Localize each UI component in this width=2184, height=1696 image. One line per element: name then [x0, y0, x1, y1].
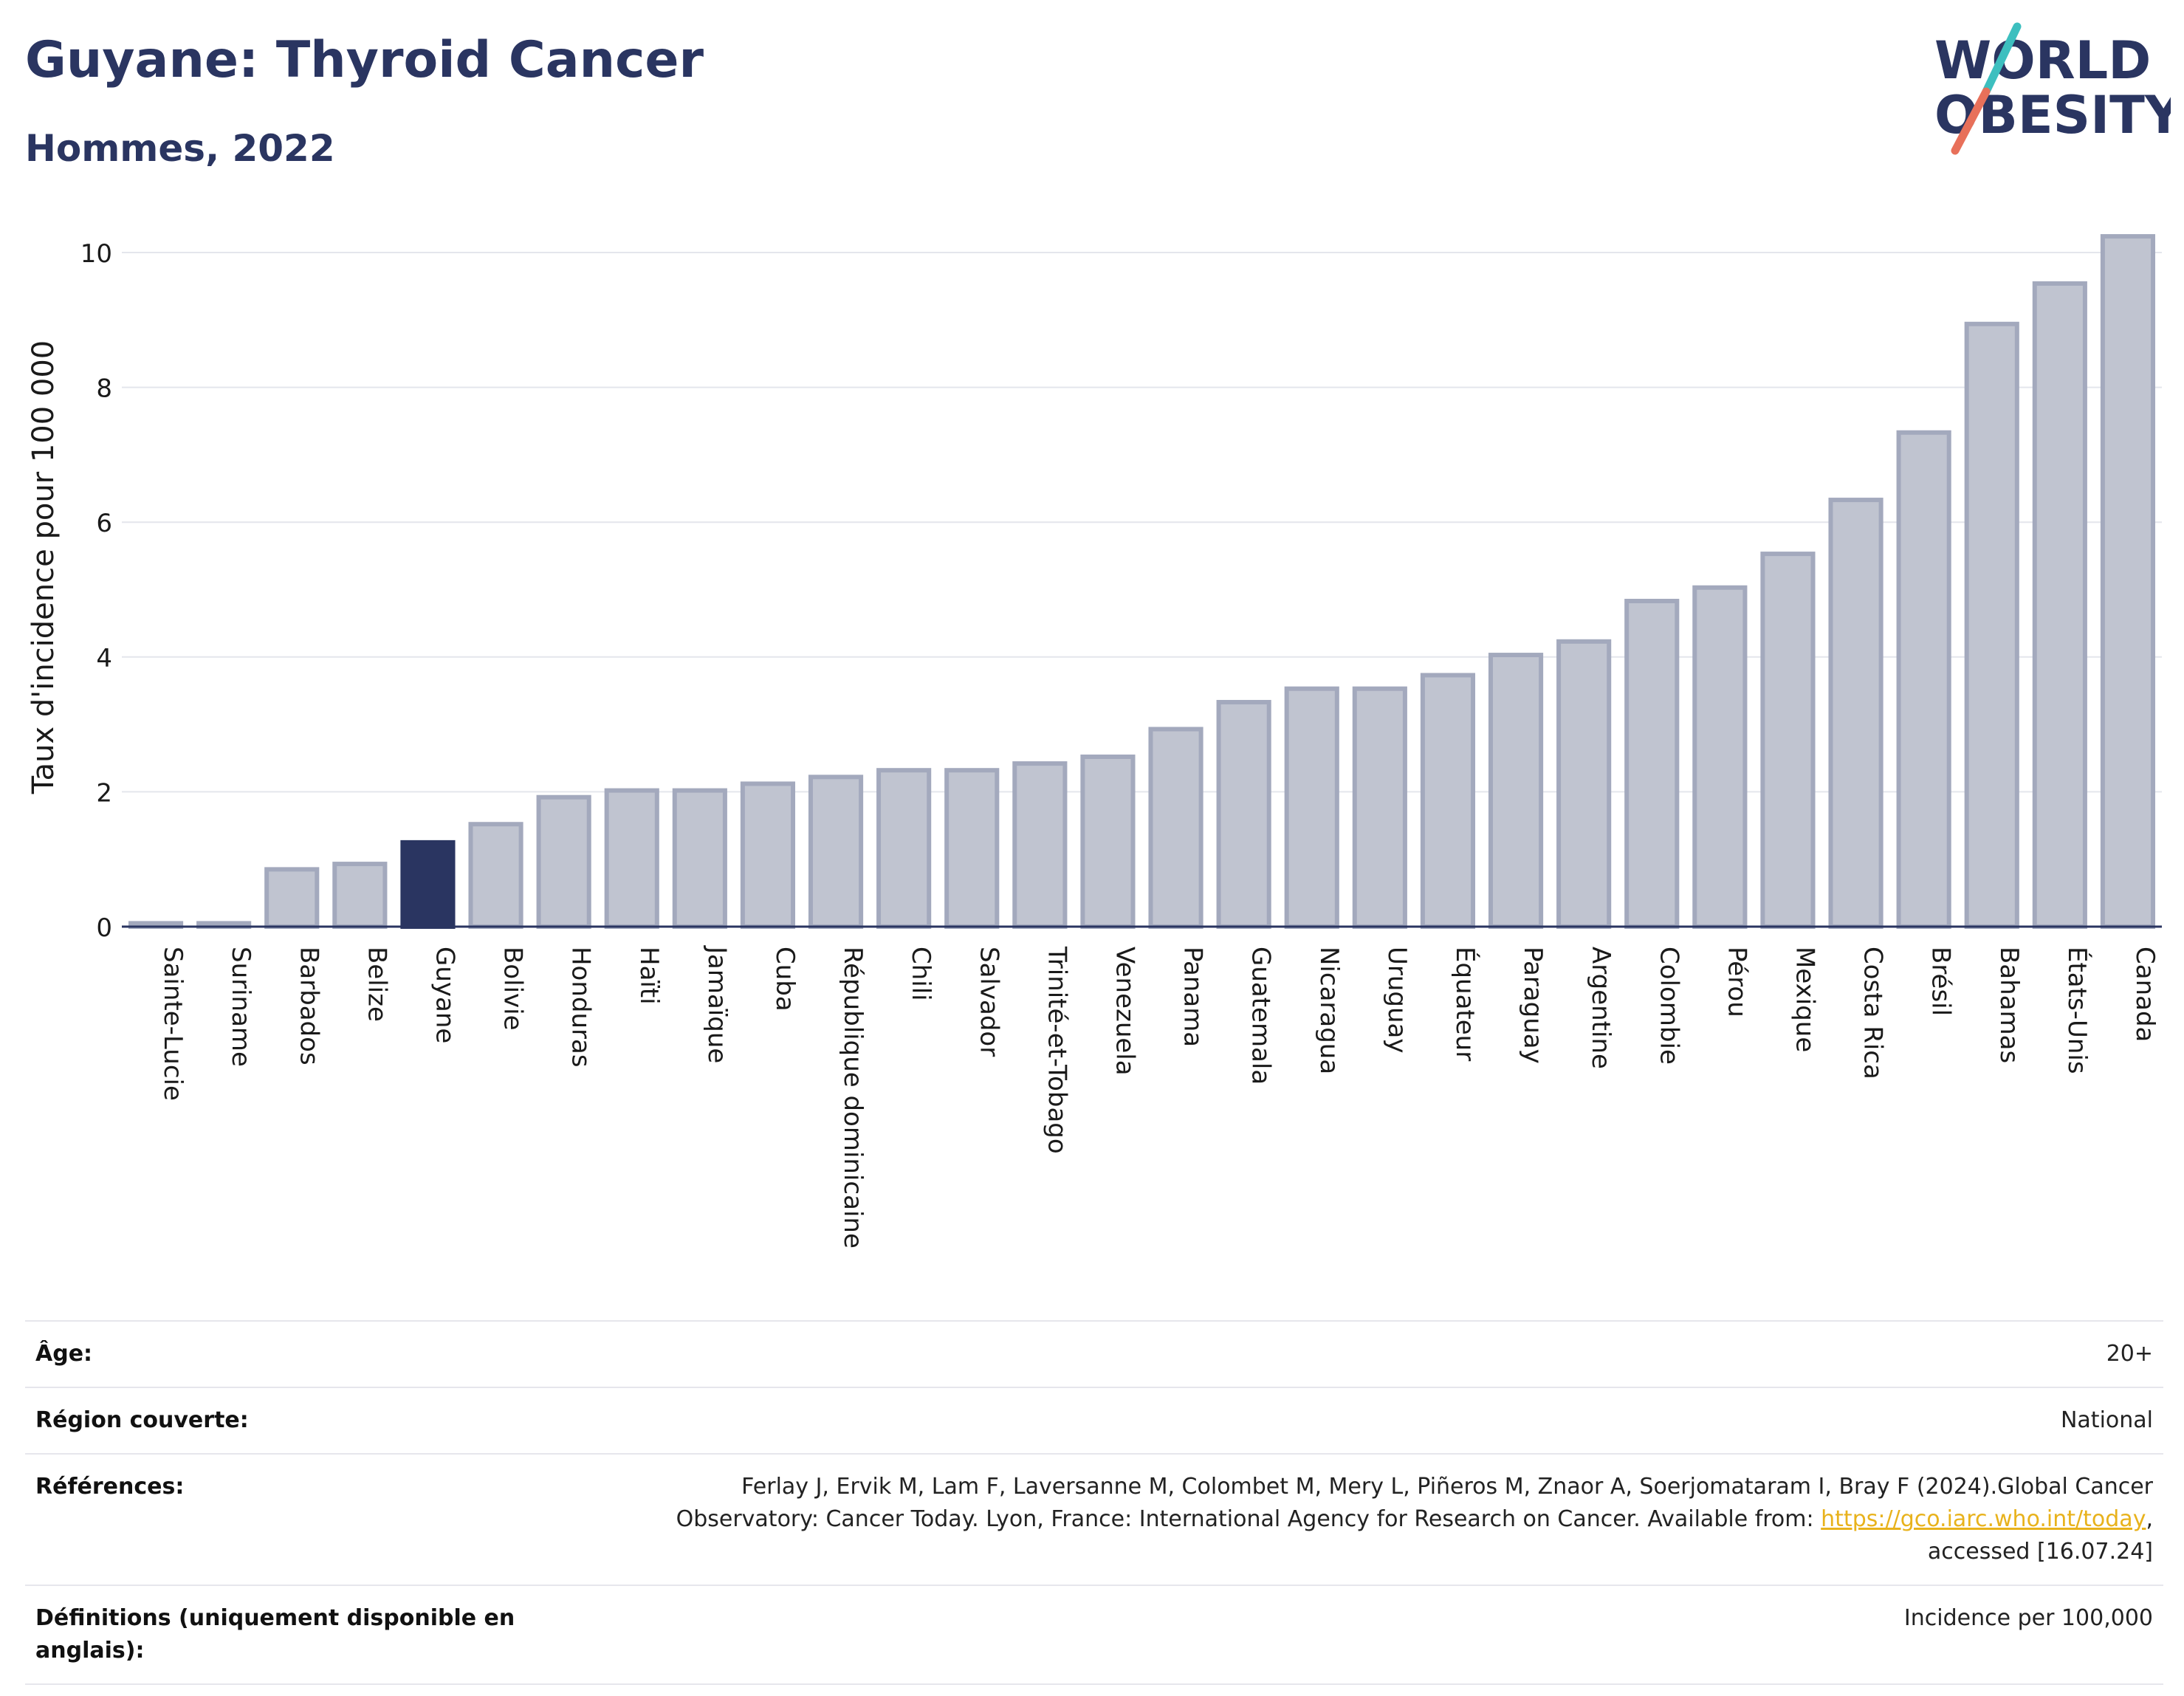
region-label: Région couverte: [35, 1407, 249, 1433]
info-table: Âge: 20+ Région couverte: National Référ… [25, 1320, 2163, 1685]
bar-bolivie [468, 822, 523, 929]
definitions-label: Définitions (uniquement disponible en an… [35, 1605, 515, 1664]
x-tick-label: Guatemala [1246, 947, 1276, 1085]
bar-république-dominicaine [808, 775, 864, 929]
x-tick-label: Bolivie [498, 947, 528, 1031]
x-tick-label: Cuba [770, 947, 800, 1012]
x-tick-label: Argentine [1586, 947, 1615, 1069]
logo-text-world: WORLD [1934, 30, 2151, 91]
x-tick-label: Panama [1178, 947, 1208, 1047]
bar-chart: 0 2 4 6 8 10 Sainte-Lucie Suriname Barbados Beli… [27, 234, 2162, 1249]
references-line-1: Ferlay J, Ervik M, Lam F, Laversanne M, … [741, 1474, 2153, 1500]
y-tick-label: 0 [96, 913, 112, 943]
bar-cuba [740, 781, 796, 929]
x-tick-label: Nicaragua [1314, 947, 1344, 1074]
logo-slash-top [1982, 22, 2022, 96]
x-tick-label: Mexique [1790, 947, 1819, 1052]
logo-slash-bottom [1951, 87, 1991, 155]
bar-honduras [536, 794, 591, 929]
y-axis-label: Taux d'incidence pour 100 000 [27, 340, 61, 794]
info-row-definitions: Définitions (uniquement disponible en an… [25, 1585, 2163, 1684]
x-tick-label: Venezuela [1110, 947, 1139, 1076]
x-tick-label: Équateur [1450, 947, 1480, 1061]
bar-barbados [264, 867, 320, 930]
x-tick-label: République dominicaine [838, 947, 868, 1249]
x-tick-label: Colombie [1654, 947, 1683, 1065]
bar-nicaragua [1284, 686, 1339, 929]
references-link[interactable]: https://gco.iarc.who.int/today [1821, 1506, 2146, 1532]
x-tick-label: Honduras [566, 947, 596, 1068]
bar-haïti [604, 788, 659, 929]
x-tick-label: Bahamas [1994, 947, 2024, 1063]
bar-trinité-et-tobago [1012, 761, 1068, 929]
bar-venezuela [1080, 754, 1136, 929]
grid-lines [122, 252, 2162, 793]
x-tick-label: Salvador [974, 947, 1003, 1057]
bar-canada [2100, 234, 2156, 929]
bar-belize [332, 862, 388, 929]
x-tick-label: Haïti [634, 947, 664, 1005]
bar-mexique [1760, 552, 1816, 930]
bar-états-unis [2032, 281, 2087, 929]
x-tick-label: Sainte-Lucie [158, 947, 188, 1101]
bars [128, 234, 2156, 930]
y-tick-label: 6 [96, 509, 112, 538]
chart-title: Guyane: Thyroid Cancer [25, 31, 704, 89]
references-value: Ferlay J, Ervik M, Lam F, Laversanne M, … [533, 1454, 2163, 1585]
bar-brésil [1896, 430, 1951, 929]
x-tick-label: Chili [906, 947, 935, 1001]
x-tick-label: Paraguay [1518, 947, 1548, 1064]
world-obesity-logo: WORLD OBESITY [1934, 22, 2171, 155]
x-tick-label: Pérou [1722, 947, 1751, 1017]
chart-subtitle: Hommes, 2022 [25, 127, 335, 170]
y-tick-label: 4 [96, 644, 112, 673]
bar-argentine [1556, 639, 1612, 930]
bar-salvador [944, 768, 1000, 929]
y-tick-label: 8 [96, 374, 112, 404]
bar-panama [1148, 727, 1203, 930]
bar-costa-rica [1828, 498, 1883, 929]
x-tick-label: États-Unis [2062, 947, 2092, 1074]
bar-colombie [1624, 599, 1680, 929]
bar-paraguay [1488, 653, 1544, 929]
x-tick-label: Jamaïque [702, 945, 732, 1063]
bar-guatemala [1216, 699, 1271, 929]
references-line-2-end: , [2146, 1506, 2153, 1532]
x-tick-label: Guyane [430, 947, 459, 1043]
bar-bahamas [1964, 321, 2019, 929]
x-axis-labels: Sainte-Lucie Suriname Barbados Belize Guyane… [158, 945, 2160, 1249]
info-row-age: Âge: 20+ [25, 1321, 2163, 1387]
age-value: 20+ [2106, 1341, 2153, 1367]
region-value: National [2060, 1407, 2153, 1433]
bar-chili [876, 768, 932, 929]
x-tick-label: Trinité-et-Tobago [1042, 946, 1071, 1154]
bar-pérou [1692, 585, 1748, 929]
bar-guyane [400, 840, 456, 929]
x-tick-label: Costa Rica [1858, 947, 1888, 1079]
x-tick-label: Suriname [226, 947, 255, 1067]
x-tick-label: Canada [2130, 947, 2160, 1042]
references-line-2: Observatory: Cancer Today. Lyon, France:… [676, 1506, 1821, 1532]
definitions-value: Incidence per 100,000 [1903, 1605, 2153, 1631]
x-tick-label: Belize [362, 947, 391, 1022]
bar-équateur [1420, 673, 1476, 929]
info-row-region: Région couverte: National [25, 1387, 2163, 1454]
y-axis-ticks: 0 2 4 6 8 10 [80, 239, 112, 943]
age-label: Âge: [35, 1341, 93, 1367]
y-tick-label: 2 [96, 778, 112, 808]
x-tick-label: Uruguay [1382, 947, 1412, 1054]
references-label: Références: [35, 1474, 185, 1500]
references-line-3: accessed [16.07.24] [1927, 1539, 2153, 1565]
x-tick-label: Barbados [294, 947, 323, 1065]
info-row-references: Références: Ferlay J, Ervik M, Lam F, La… [25, 1454, 2163, 1585]
bar-jamaïque [672, 788, 727, 929]
x-tick-label: Brésil [1926, 947, 1956, 1016]
y-tick-label: 10 [80, 239, 112, 269]
bar-uruguay [1352, 686, 1407, 929]
